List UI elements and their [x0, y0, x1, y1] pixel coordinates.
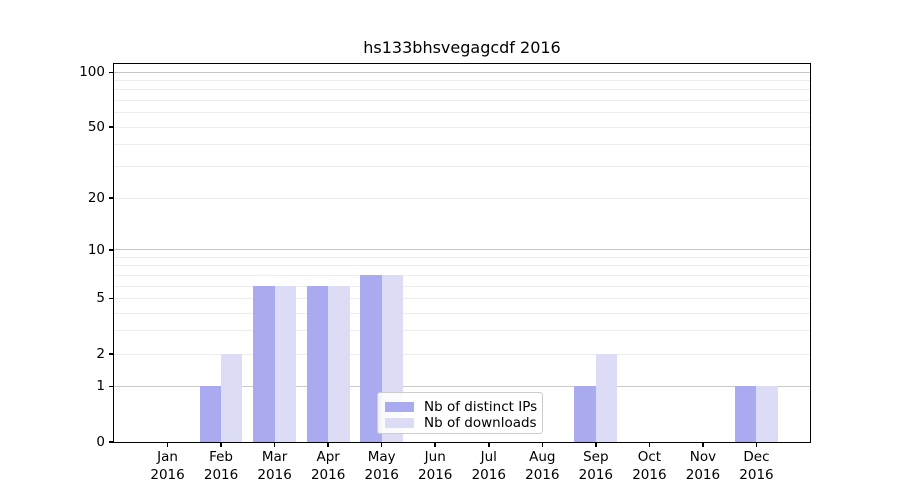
x-tick-label: Jul 2016 — [471, 449, 506, 483]
minor-gridline — [114, 112, 810, 114]
x-tick-mark — [434, 442, 436, 447]
major-gridline — [114, 71, 810, 73]
x-tick-mark — [648, 442, 651, 447]
minor-gridline — [114, 144, 810, 146]
bar-nb-of-downloads-apr — [328, 286, 350, 442]
x-tick-mark — [488, 442, 490, 447]
chart-title: hs133bhsvegagcdf 2016 — [363, 38, 561, 57]
y-tick-label: 1 — [96, 378, 105, 395]
x-tick-label: Mar 2016 — [257, 449, 292, 483]
x-tick-label: Sep 2016 — [578, 449, 614, 483]
x-tick-mark — [595, 442, 597, 447]
y-tick-label: 5 — [96, 290, 105, 307]
legend-label-downloads: Nb of downloads — [424, 415, 537, 431]
x-tick-mark — [220, 442, 222, 447]
bar-nb-of-downloads-sep — [595, 354, 618, 442]
bar-nb-of-distinct-ips-dec — [735, 386, 757, 442]
minor-gridline — [114, 330, 810, 332]
bar-nb-of-distinct-ips-feb — [199, 386, 222, 442]
y-tick-mark — [109, 71, 114, 74]
x-tick-mark — [166, 442, 169, 447]
minor-gridline — [114, 100, 810, 102]
bar-nb-of-distinct-ips-may — [360, 275, 382, 442]
legend: Nb of distinct IPs Nb of downloads — [377, 392, 543, 434]
x-tick-label: Jan 2016 — [150, 449, 185, 483]
y-tick-label: 2 — [96, 345, 105, 362]
minor-gridline — [114, 265, 810, 267]
legend-swatch-distinct-ips-icon — [385, 402, 414, 412]
minor-gridline — [114, 274, 810, 276]
plot-area: 0 1 2 5 10 20 50 100 Jan 2016 Feb 2016 Mar 2016 Apr… — [79, 63, 811, 483]
x-tick-mark — [273, 442, 276, 447]
x-tick-mark — [541, 442, 544, 447]
x-tick-label: Nov 2016 — [685, 449, 721, 483]
bar-nb-of-distinct-ips-apr — [306, 286, 329, 442]
minor-gridline — [114, 80, 810, 82]
y-tick-mark — [109, 197, 114, 199]
minor-gridline — [114, 257, 810, 259]
gridlines-layer — [114, 64, 810, 442]
y-tick-mark — [109, 385, 114, 388]
minor-gridline — [114, 353, 810, 355]
bar-nb-of-downloads-mar — [274, 286, 297, 442]
y-tick-label: 100 — [79, 64, 105, 81]
y-tick-mark — [109, 353, 114, 355]
minor-gridline — [114, 297, 810, 299]
legend-item-downloads: Nb of downloads — [385, 415, 537, 431]
legend-swatch-downloads-icon — [385, 418, 414, 428]
minor-gridline — [114, 166, 810, 168]
minor-gridline — [114, 312, 810, 314]
bar-nb-of-distinct-ips-mar — [253, 286, 275, 442]
x-tick-label: Aug 2016 — [525, 449, 560, 483]
y-tick-mark — [109, 249, 114, 251]
x-tick-mark — [755, 442, 758, 447]
minor-gridline — [114, 126, 810, 128]
bar-nb-of-distinct-ips-sep — [574, 386, 596, 442]
x-tick-mark — [327, 442, 329, 447]
x-tick-label: May 2016 — [364, 449, 399, 483]
y-tick-mark — [109, 297, 114, 300]
x-tick-label: Jun 2016 — [418, 449, 453, 483]
legend-item-distinct-ips: Nb of distinct IPs — [385, 399, 538, 415]
ticks-layer: 0 1 2 5 10 20 50 100 Jan 2016 Feb 2016 Mar 2016 Apr… — [79, 64, 810, 482]
x-tick-label: Dec 2016 — [739, 449, 774, 483]
x-tick-mark — [380, 442, 383, 447]
x-tick-label: Apr 2016 — [310, 449, 346, 483]
major-gridline — [114, 385, 810, 387]
bar-nb-of-downloads-dec — [756, 386, 778, 442]
y-tick-label: 10 — [87, 241, 105, 258]
x-tick-label: Oct 2016 — [632, 449, 667, 483]
y-tick-mark — [109, 126, 114, 128]
legend-label-distinct-ips: Nb of distinct IPs — [424, 399, 538, 415]
y-tick-mark — [109, 441, 114, 443]
minor-gridline — [114, 285, 810, 287]
major-gridline — [114, 249, 810, 251]
y-tick-label: 0 — [96, 434, 105, 450]
y-tick-label: 20 — [87, 190, 105, 207]
x-tick-label: Feb 2016 — [203, 449, 239, 483]
y-tick-label: 50 — [87, 119, 105, 136]
x-tick-mark — [702, 442, 704, 447]
minor-gridline — [114, 197, 810, 199]
bar-nb-of-downloads-feb — [221, 354, 243, 442]
minor-gridline — [114, 89, 810, 91]
